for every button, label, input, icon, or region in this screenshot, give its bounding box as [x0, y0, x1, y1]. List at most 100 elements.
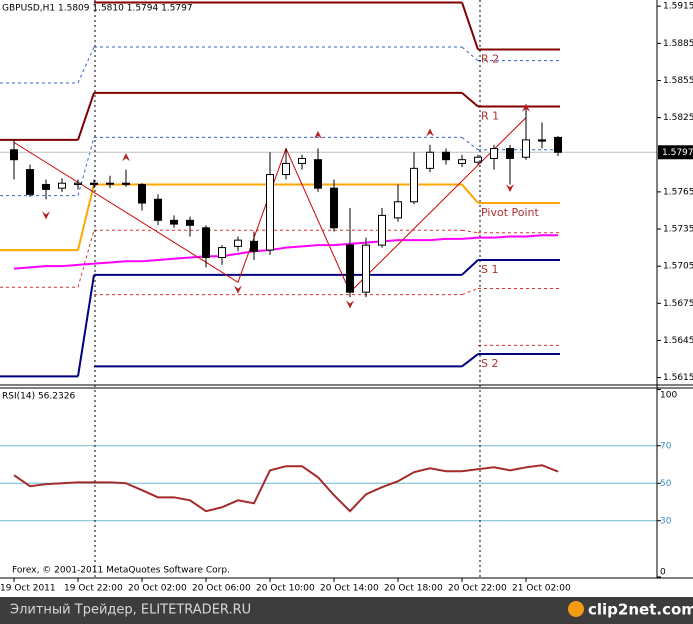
candle-body [122, 182, 130, 185]
candle-body [154, 198, 162, 221]
level-label: Pivot Point [481, 206, 539, 219]
chart-title: GBPUSD,H1 1.5809 1.5810 1.5794 1.5797 [2, 4, 193, 14]
y-tick-label: 1.5825 [663, 113, 693, 123]
level-ramp [77, 137, 95, 196]
level-ramp [77, 184, 95, 251]
fractal-up [314, 130, 322, 139]
level-ramp [461, 287, 479, 296]
rsi-y-tick-label: 100 [660, 391, 677, 401]
level-label: S 1 [481, 263, 498, 276]
level-ramp [461, 92, 479, 108]
y-tick-label: 1.5675 [663, 299, 693, 309]
logo-icon [568, 601, 584, 617]
rsi-y-tick-label: 30 [660, 516, 672, 526]
rsi-title: RSI(14) 56.2326 [2, 392, 75, 402]
fractal-down [42, 211, 50, 220]
y-tick-label: 1.5855 [663, 76, 693, 86]
level-ramp [461, 259, 479, 276]
y-tick-label: 1.5765 [663, 187, 693, 197]
candle-body [314, 159, 322, 189]
candle-body [234, 239, 242, 247]
candle-body [426, 151, 434, 169]
candle-body [410, 167, 418, 203]
candle-body [506, 148, 514, 159]
rsi-y-tick-label: 50 [660, 479, 672, 489]
candle-body [538, 139, 546, 142]
candle-body [346, 244, 354, 293]
last-price-box [658, 145, 693, 160]
fractal-up [426, 128, 434, 137]
x-tick-label: 21 Oct 02:00 [512, 584, 571, 594]
level-label: R 2 [481, 53, 499, 66]
level-ramp [77, 92, 95, 141]
candle-body [138, 183, 146, 204]
y-tick-label: 1.5645 [663, 336, 693, 346]
x-tick-label: 20 Oct 14:00 [320, 584, 379, 594]
candle-body [442, 151, 450, 161]
candle-body [378, 214, 386, 246]
level-ramp [77, 274, 95, 377]
candle-body [330, 187, 338, 229]
candle-body [474, 156, 482, 163]
candle-body [90, 182, 98, 185]
moving-average [13, 234, 558, 270]
y-tick-label: 1.5885 [663, 39, 693, 49]
level-ramp [77, 46, 95, 84]
logo: clip2net.com [588, 601, 693, 619]
y-tick-label: 1.5735 [663, 225, 693, 235]
fractal-up [522, 103, 530, 112]
level-label: R 1 [481, 109, 499, 122]
level-ramp [461, 353, 479, 368]
level-label: S 2 [481, 357, 498, 370]
candle-body [106, 182, 114, 185]
rsi-line [13, 464, 559, 513]
x-tick-label: 20 Oct 06:00 [192, 584, 251, 594]
x-tick-label: 20 Oct 02:00 [128, 584, 187, 594]
fractal-down [234, 285, 242, 294]
x-tick-label: 20 Oct 18:00 [384, 584, 443, 594]
candle-body [26, 169, 34, 195]
candle-body [458, 159, 466, 164]
fractal-up [122, 153, 130, 162]
zigzag [13, 117, 527, 294]
y-tick-label: 1.5915 [663, 2, 693, 12]
candle-body [394, 201, 402, 219]
candle-body [522, 139, 530, 158]
candle-body [170, 219, 178, 225]
rsi-y-tick-label: 0 [660, 568, 666, 578]
plot-layer: R 2 R 1 Pivot Point S 1 S 2 1.5915 1.5885 1.585… [0, 1, 693, 594]
candle-body [186, 219, 194, 226]
y-tick-label: 1.5705 [663, 262, 693, 272]
rsi-y-tick-label: 70 [660, 441, 672, 451]
candle-body [266, 174, 274, 251]
candle-body [74, 182, 82, 185]
x-tick-label: 19 Oct 22:00 [64, 584, 123, 594]
footer-caption: Элитный Трейдер, ELITETRADER.RU [10, 603, 251, 618]
candle-body [10, 149, 18, 161]
level-ramp [77, 230, 95, 288]
candle-body [282, 162, 290, 176]
candle-body [554, 136, 562, 153]
x-tick-label: 20 Oct 22:00 [448, 584, 507, 594]
candle-body [218, 247, 226, 258]
x-tick-label: 19 Oct 2011 [0, 584, 56, 594]
y-tick-label: 1.5615 [663, 373, 693, 383]
level-ramp [461, 2, 479, 50]
candle-body [362, 244, 370, 293]
last-price-label: 1.5797 [662, 148, 693, 158]
fractal-down [346, 300, 354, 309]
candle-body [250, 240, 258, 252]
copyright: Forex, © 2001-2011 MetaQuotes Software C… [12, 566, 230, 576]
candle-body [58, 182, 66, 189]
candle-body [298, 157, 306, 164]
candle-body [490, 148, 498, 159]
level-ramp [461, 183, 479, 204]
x-tick-label: 20 Oct 10:00 [256, 584, 315, 594]
level-ramp [461, 229, 479, 234]
candle-body [202, 227, 210, 258]
fractal-down [506, 184, 514, 193]
candle-body [42, 183, 50, 190]
